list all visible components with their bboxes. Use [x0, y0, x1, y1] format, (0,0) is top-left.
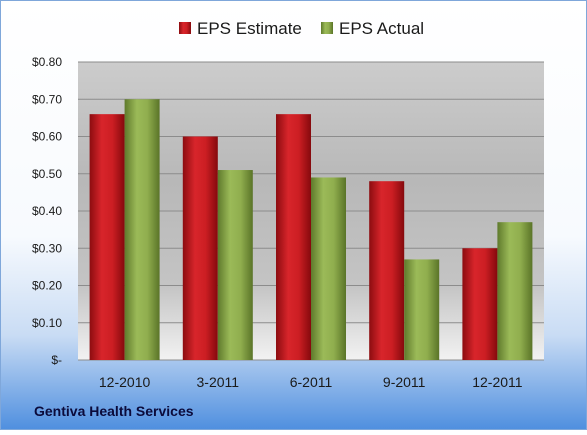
- company-name: Gentiva Health Services: [34, 403, 194, 419]
- bar-estimate-12-2010: [89, 114, 125, 361]
- x-tick-label: 6-2011: [290, 374, 333, 390]
- x-tick-label: 3-2011: [197, 374, 240, 390]
- bar-actual-12-2010: [124, 99, 160, 360]
- legend-swatch-estimate: [179, 22, 191, 34]
- x-tick-label: 12-2011: [472, 374, 523, 390]
- bar-actual-12-2011: [497, 222, 533, 360]
- bar-estimate-9-2011: [369, 181, 405, 360]
- legend-swatch-actual: [321, 22, 333, 34]
- bar-estimate-12-2011: [462, 248, 498, 360]
- y-tick-label: $0.30: [32, 241, 62, 255]
- x-axis-tick-labels: 12-2010 3-2011 6-2011 9-2011 12-2011: [99, 374, 523, 390]
- bar-actual-6-2011: [311, 177, 346, 360]
- legend-label-actual: EPS Actual: [339, 19, 424, 38]
- legend: EPS Estimate EPS Actual: [179, 19, 424, 38]
- y-tick-label: $0.40: [32, 204, 62, 218]
- y-tick-label: $0.10: [32, 316, 62, 330]
- y-tick-label: $0.80: [32, 55, 62, 69]
- y-axis-tick-labels: $- $0.10 $0.20 $0.30 $0.40 $0.50 $0.60 $0.70 $0.…: [32, 55, 62, 367]
- y-tick-label: $0.50: [32, 167, 62, 181]
- y-tick-label: $0.60: [32, 130, 62, 144]
- y-tick-label: $0.20: [32, 279, 62, 293]
- bar-actual-9-2011: [404, 259, 440, 360]
- bar-estimate-3-2011: [182, 136, 218, 360]
- legend-item-estimate: EPS Estimate: [179, 19, 302, 38]
- bar-actual-3-2011: [217, 170, 253, 360]
- bar-estimate-6-2011: [276, 114, 311, 361]
- bars: [89, 99, 533, 361]
- x-tick-label: 12-2010: [99, 374, 151, 390]
- y-tick-label: $-: [51, 353, 62, 367]
- legend-item-actual: EPS Actual: [321, 19, 424, 38]
- y-tick-label: $0.70: [32, 92, 62, 106]
- legend-label-estimate: EPS Estimate: [197, 19, 302, 38]
- x-tick-label: 9-2011: [383, 374, 426, 390]
